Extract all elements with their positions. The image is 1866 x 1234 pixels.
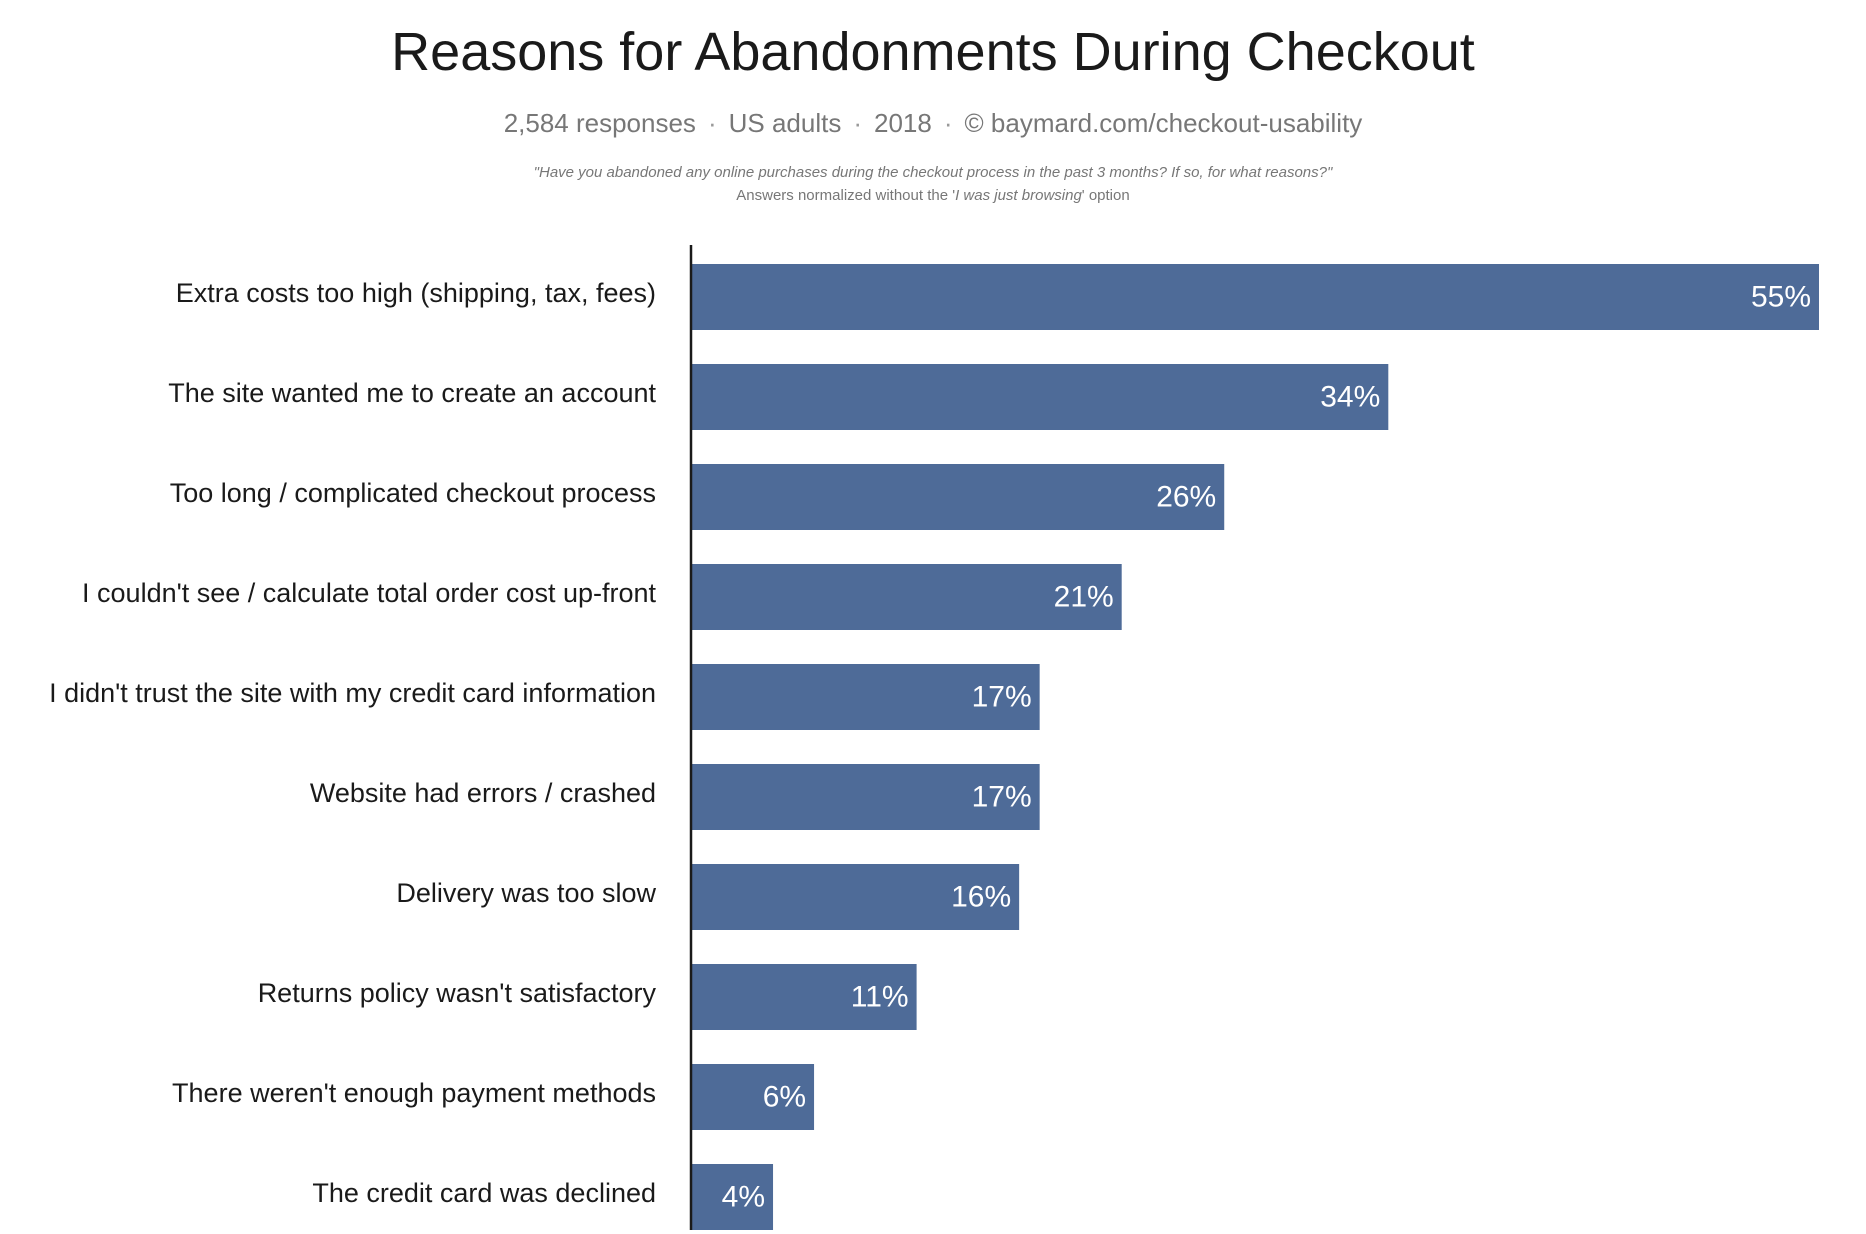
value-label-10: 4% (722, 1181, 765, 1214)
bars-layer (691, 264, 1819, 1230)
bar-2 (691, 364, 1389, 430)
value-label-2: 34% (1320, 381, 1380, 414)
value-label-4: 21% (1054, 581, 1114, 614)
category-label-3: Too long / complicated checkout process (170, 478, 656, 508)
bar-9 (691, 1064, 815, 1130)
bar-10 (691, 1164, 774, 1230)
labels-layer: 55% Extra costs too high (shipping, tax, … (49, 278, 1811, 1214)
category-label-1: Extra costs too high (shipping, tax, fee… (176, 278, 656, 308)
value-label-7: 16% (951, 881, 1011, 914)
subtitle-year: 2018 (874, 108, 932, 138)
category-label-8: Returns policy wasn't satisfactory (258, 978, 657, 1008)
subtitle-separator: · (943, 108, 953, 138)
value-label-1: 55% (1751, 281, 1811, 314)
value-label-3: 26% (1156, 481, 1216, 514)
bar-8 (691, 964, 917, 1030)
survey-question: "Have you abandoned any online purchases… (533, 164, 1333, 181)
category-label-4: I couldn't see / calculate total order c… (82, 578, 656, 608)
subtitle-separator: · (707, 108, 717, 138)
subtitle-separator: · (853, 108, 863, 138)
note-suffix: ' option (1081, 187, 1130, 204)
value-label-5: 17% (972, 681, 1032, 714)
chart-title: Reasons for Abandonments During Checkout (391, 22, 1475, 82)
bar-7 (691, 864, 1020, 930)
subtitle-source: © baymard.com/checkout-usability (964, 108, 1363, 138)
normalization-note: Answers normalized without the 'I was ju… (0, 186, 1866, 206)
category-label-6: Website had errors / crashed (310, 778, 656, 808)
bar-6 (691, 764, 1040, 830)
bar-1 (691, 264, 1819, 330)
bar-5 (691, 664, 1040, 730)
subtitle-audience: US adults (728, 108, 842, 138)
subtitle-responses: 2,584 responses (503, 108, 696, 138)
bar-4 (691, 564, 1122, 630)
category-label-10: The credit card was declined (312, 1178, 656, 1208)
note-prefix: Answers normalized without the ' (736, 187, 956, 204)
category-label-9: There weren't enough payment methods (172, 1078, 656, 1108)
value-label-8: 11% (851, 981, 909, 1014)
category-label-2: The site wanted me to create an account (168, 378, 656, 408)
value-label-9: 6% (763, 1081, 806, 1114)
chart-subtitle: 2,584 responses · US adults · 2018 · © baymard… (0, 107, 1866, 139)
bar-chart: 55% Extra costs too high (shipping, tax, … (49, 245, 1819, 1230)
bar-3 (691, 464, 1225, 530)
category-label-7: Delivery was too slow (396, 878, 656, 908)
note-option: I was just browsing (955, 187, 1082, 204)
value-label-6: 17% (972, 781, 1032, 814)
category-label-5: I didn't trust the site with my credit c… (49, 678, 656, 708)
